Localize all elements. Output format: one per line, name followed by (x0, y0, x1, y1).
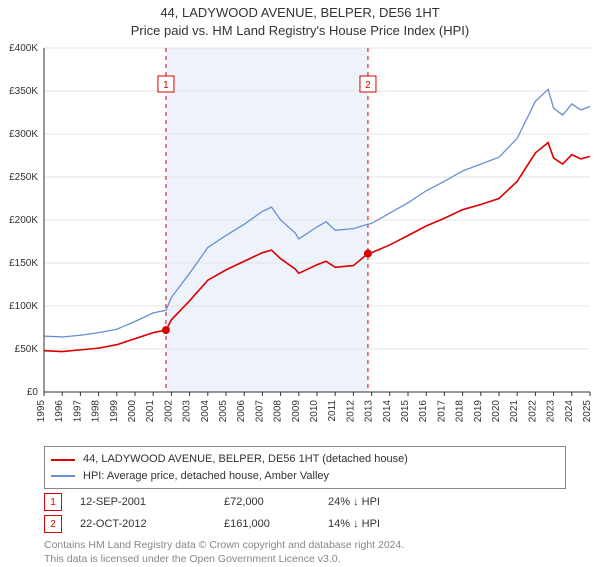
svg-text:2012: 2012 (345, 400, 356, 423)
svg-text:1998: 1998 (91, 400, 102, 423)
svg-text:2015: 2015 (400, 400, 411, 423)
svg-text:2010: 2010 (309, 400, 320, 423)
svg-text:2025: 2025 (582, 400, 593, 423)
svg-text:£350K: £350K (9, 86, 38, 97)
sale-marker-1: 1 (44, 493, 62, 511)
svg-text:2020: 2020 (491, 400, 502, 423)
sale-date-1: 12-SEP-2001 (80, 496, 220, 508)
svg-text:2001: 2001 (145, 400, 156, 423)
svg-text:1999: 1999 (109, 400, 120, 423)
title-line2: Price paid vs. HM Land Registry's House … (0, 22, 600, 40)
svg-text:£0: £0 (27, 387, 39, 398)
svg-text:2000: 2000 (127, 400, 138, 423)
svg-text:2008: 2008 (273, 400, 284, 423)
legend: 44, LADYWOOD AVENUE, BELPER, DE56 1HT (d… (44, 446, 566, 489)
svg-text:2016: 2016 (418, 400, 429, 423)
svg-text:1997: 1997 (72, 400, 83, 423)
chart-title: 44, LADYWOOD AVENUE, BELPER, DE56 1HT Pr… (0, 0, 600, 40)
svg-text:2024: 2024 (564, 400, 575, 423)
sale-marker-2: 2 (44, 515, 62, 533)
legend-row-hpi: HPI: Average price, detached house, Ambe… (51, 468, 559, 485)
legend-swatch-hpi (51, 475, 75, 477)
svg-text:2017: 2017 (436, 400, 447, 423)
svg-text:2002: 2002 (163, 400, 174, 423)
svg-text:£100K: £100K (9, 301, 38, 312)
svg-text:1996: 1996 (54, 400, 65, 423)
svg-text:£250K: £250K (9, 172, 38, 183)
legend-row-property: 44, LADYWOOD AVENUE, BELPER, DE56 1HT (d… (51, 451, 559, 468)
sale-diff-2: 14% ↓ HPI (328, 518, 448, 530)
sale-row-1: 1 12-SEP-2001 £72,000 24% ↓ HPI (44, 493, 566, 511)
svg-text:2009: 2009 (291, 400, 302, 423)
footnote: Contains HM Land Registry data © Crown c… (44, 539, 566, 566)
svg-text:2006: 2006 (236, 400, 247, 423)
svg-text:£50K: £50K (15, 344, 39, 355)
svg-text:2011: 2011 (327, 400, 338, 422)
footnote-line2: This data is licensed under the Open Gov… (44, 553, 341, 565)
svg-text:£200K: £200K (9, 215, 38, 226)
svg-text:£150K: £150K (9, 258, 38, 269)
sale-price-2: £161,000 (224, 518, 324, 530)
sale-date-2: 22-OCT-2012 (80, 518, 220, 530)
chart-area: £0 £50K £100K £150K £200K £250K £300K £350K £400… (0, 40, 600, 440)
svg-text:2013: 2013 (364, 400, 375, 423)
svg-text:2022: 2022 (527, 400, 538, 423)
svg-text:2014: 2014 (382, 400, 393, 423)
legend-label-hpi: HPI: Average price, detached house, Ambe… (83, 468, 329, 485)
svg-text:1995: 1995 (36, 400, 47, 423)
svg-text:2019: 2019 (473, 400, 484, 423)
svg-text:2005: 2005 (218, 400, 229, 423)
svg-text:2004: 2004 (200, 400, 211, 423)
title-line1: 44, LADYWOOD AVENUE, BELPER, DE56 1HT (0, 4, 600, 22)
sale-diff-1: 24% ↓ HPI (328, 496, 448, 508)
footnote-line1: Contains HM Land Registry data © Crown c… (44, 539, 404, 551)
sale-row-2: 2 22-OCT-2012 £161,000 14% ↓ HPI (44, 515, 566, 533)
svg-text:£400K: £400K (9, 43, 38, 54)
svg-text:2021: 2021 (509, 400, 520, 423)
svg-text:2: 2 (365, 80, 371, 91)
svg-text:1: 1 (163, 80, 169, 91)
sale-price-1: £72,000 (224, 496, 324, 508)
svg-text:2018: 2018 (455, 400, 466, 423)
svg-text:2007: 2007 (254, 400, 265, 423)
svg-text:£300K: £300K (9, 129, 38, 140)
svg-text:2023: 2023 (546, 400, 557, 423)
legend-swatch-property (51, 459, 75, 461)
legend-label-property: 44, LADYWOOD AVENUE, BELPER, DE56 1HT (d… (83, 451, 408, 468)
svg-text:2003: 2003 (182, 400, 193, 423)
